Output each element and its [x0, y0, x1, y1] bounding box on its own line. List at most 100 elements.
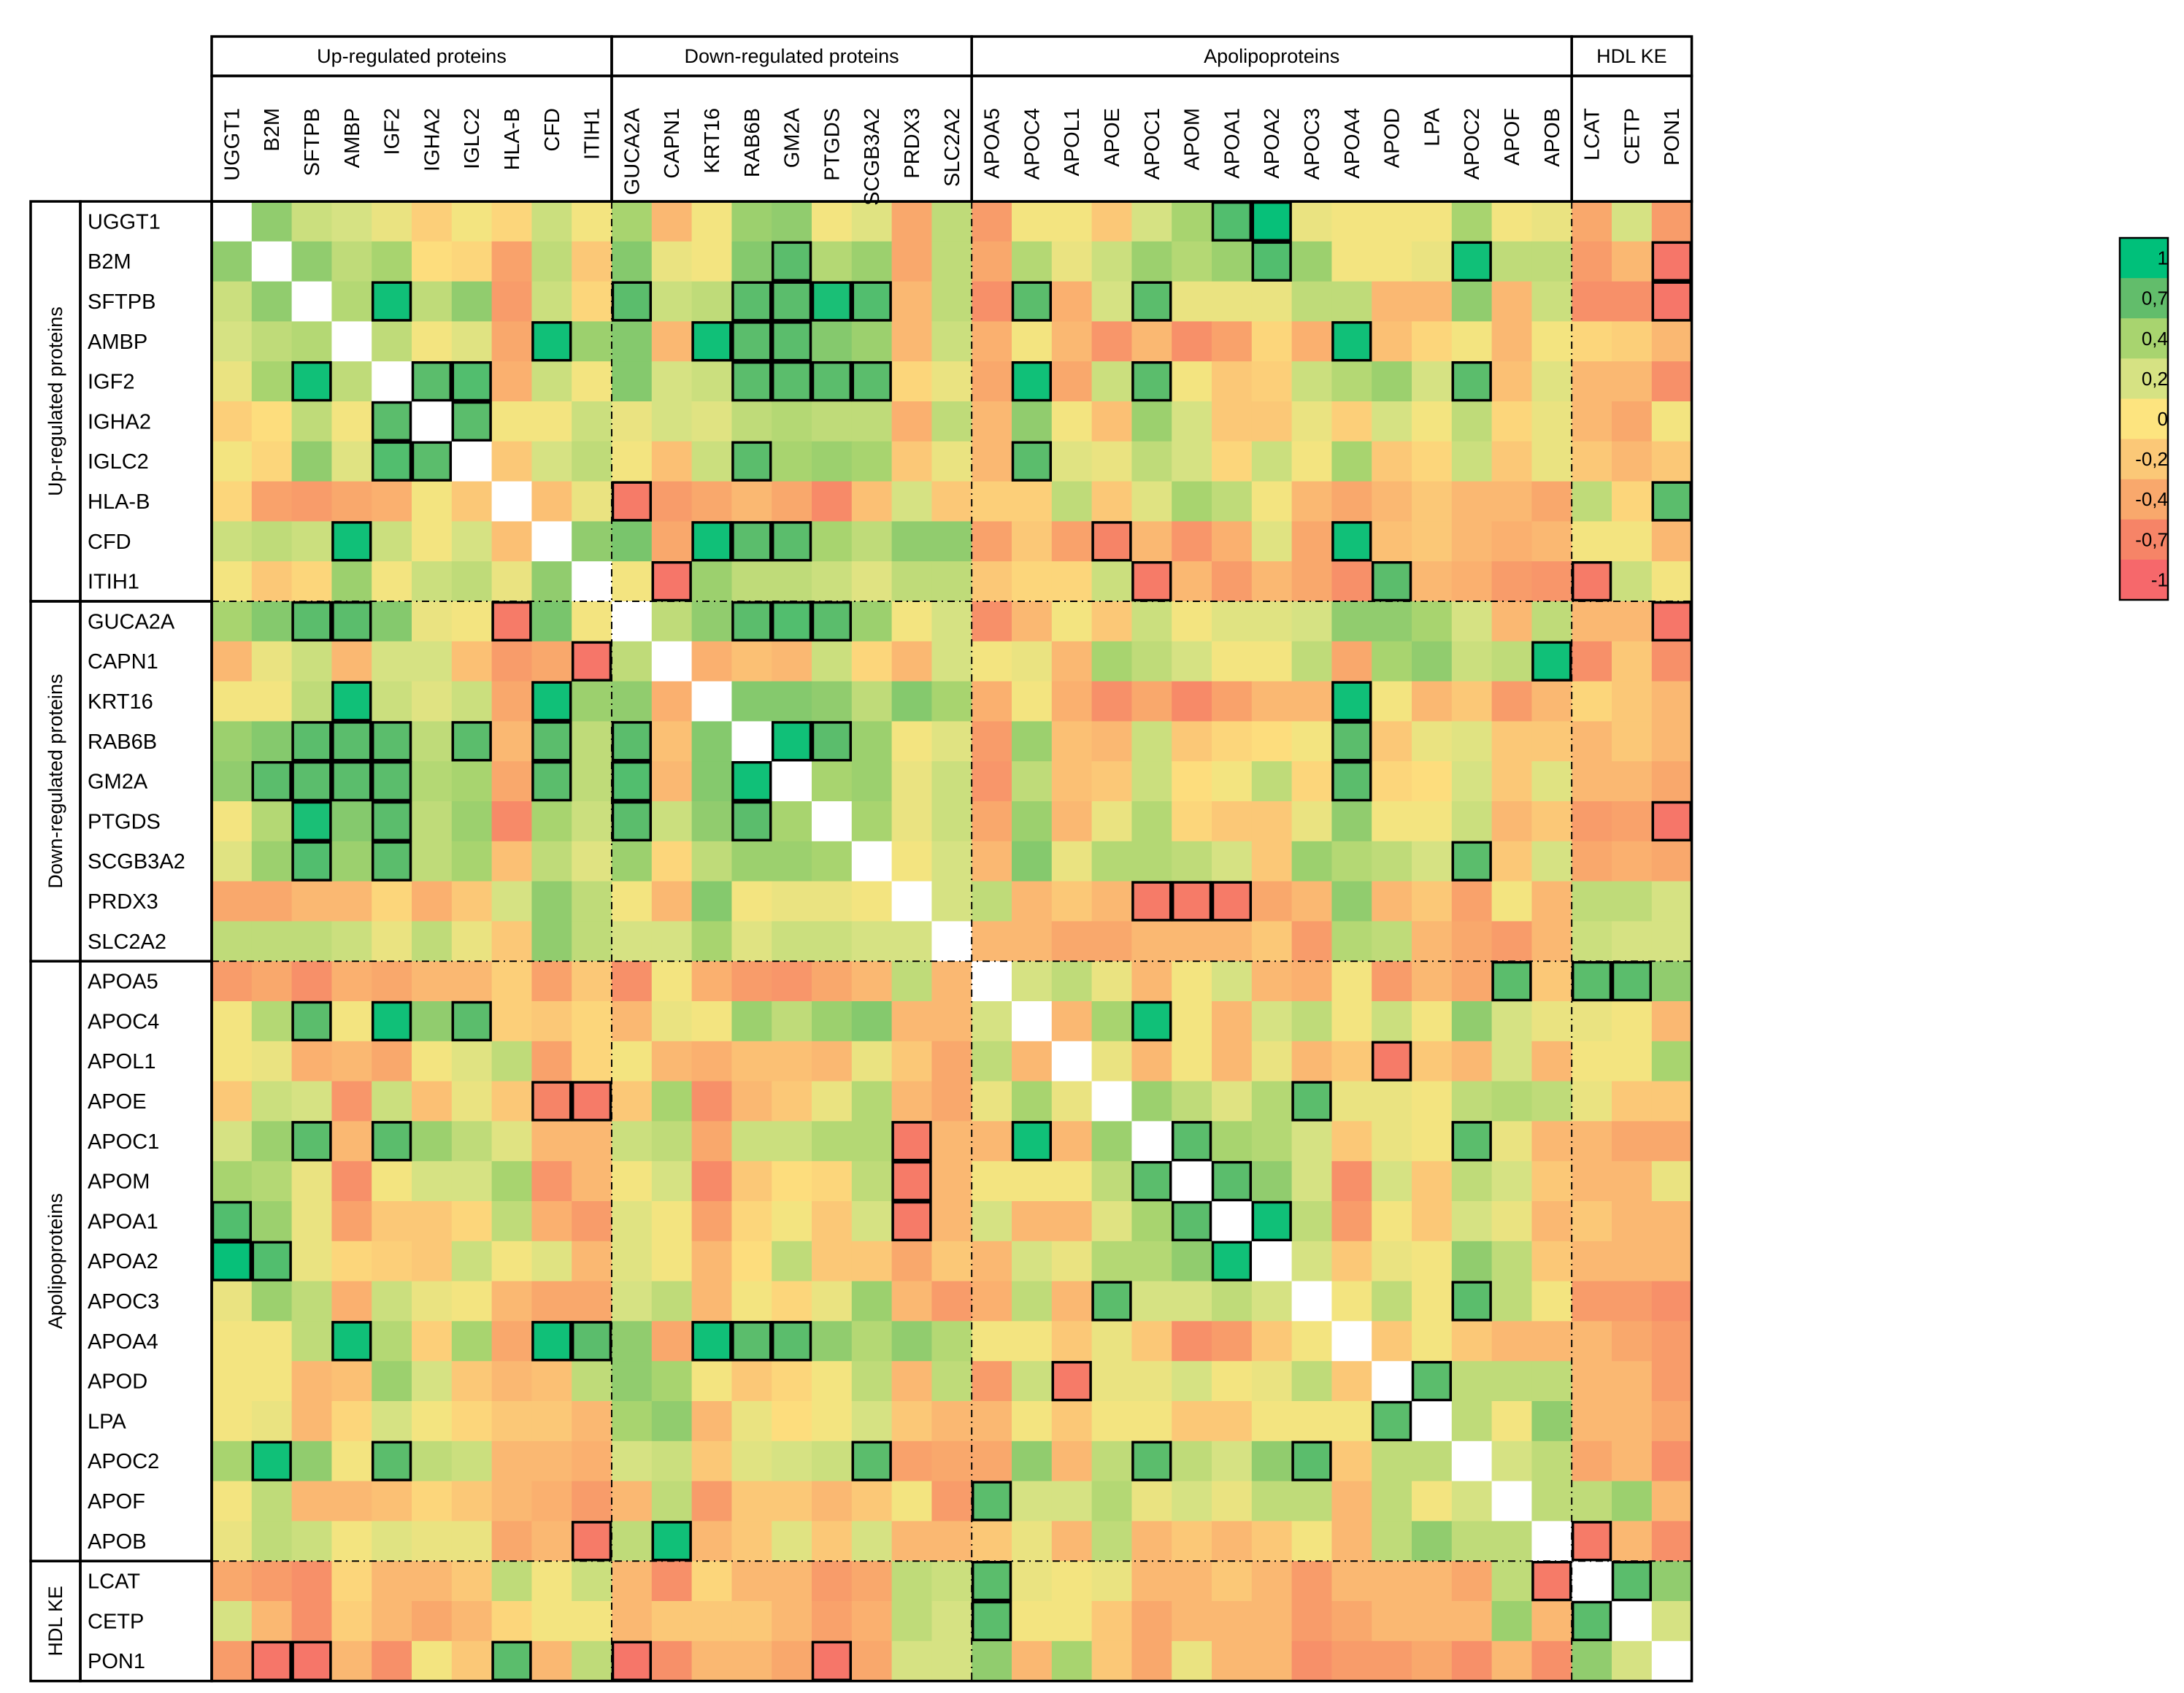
heatmap-cell-CAPN1-IGLC2: [451, 641, 493, 682]
heatmap-cell-APOF-APOE: [1091, 1481, 1132, 1522]
row-label-SFTPB: SFTPB: [88, 290, 155, 314]
heatmap-cell-GM2A-B2M: [251, 761, 293, 802]
heatmap-cell-KRT16-APOC3: [1291, 681, 1332, 722]
heatmap-cell-LCAT-GM2A: [772, 1561, 812, 1602]
legend-swatch: [2120, 398, 2168, 440]
heatmap-cell-LPA-ITIH1: [572, 1401, 612, 1442]
heatmap-cell-GM2A-CAPN1: [651, 761, 693, 802]
heatmap-cell-LPA-APOC2: [1451, 1401, 1493, 1442]
significant-outline-ITIH1-APOD: [1371, 560, 1412, 602]
heatmap-cell-SCGB3A2-APOC4: [1012, 841, 1053, 882]
heatmap-cell-PON1-PON1: [1651, 1640, 1693, 1682]
heatmap-cell-HLA-B-CAPN1: [651, 481, 693, 522]
heatmap-cell-PRDX3-UGGT1: [212, 881, 253, 922]
significant-outline-GUCA2A-RAB6B: [731, 601, 772, 642]
heatmap-cell-SLC2A2-SLC2A2: [931, 921, 972, 962]
heatmap-cell-APOA5-SCGB3A2: [851, 961, 893, 1002]
heatmap-cell-PTGDS-APOC4: [1012, 801, 1053, 842]
heatmap-cell-APOA4-GM2A: [772, 1321, 812, 1362]
heatmap-cell-PRDX3-SLC2A2: [931, 881, 972, 922]
heatmap-cell-APOD-APOA1: [1212, 1361, 1253, 1402]
heatmap-cell-APOE-APOL1: [1051, 1081, 1093, 1122]
significant-outline-GM2A-SFTPB: [291, 760, 332, 802]
heatmap-cell-APOC1-RAB6B: [731, 1121, 772, 1162]
heatmap-cell-APOC4-B2M: [251, 1001, 293, 1042]
heatmap-cell-PRDX3-GM2A: [772, 881, 812, 922]
heatmap-cell-CFD-KRT16: [691, 521, 732, 562]
heatmap-cell-GUCA2A-HLA-B: [491, 601, 532, 642]
heatmap-cell-APOF-GM2A: [772, 1481, 812, 1522]
heatmap-cell-APOA1-B2M: [251, 1201, 293, 1242]
heatmap-cell-APOA5-CFD: [531, 961, 572, 1002]
heatmap-cell-GM2A-APOF: [1491, 761, 1532, 802]
heatmap-cell-IGLC2-APOA4: [1331, 441, 1372, 482]
heatmap-cell-APOA1-APOA4: [1331, 1201, 1372, 1242]
heatmap-cell-APOA4-APOC1: [1131, 1321, 1172, 1362]
heatmap-cell-CAPN1-IGF2: [372, 641, 412, 682]
legend-swatch: [2120, 479, 2168, 520]
heatmap-cell-B2M-PRDX3: [891, 241, 932, 282]
heatmap-cell-CETP-B2M: [251, 1601, 293, 1642]
legend-swatch: [2120, 439, 2168, 480]
heatmap-cell-KRT16-APOC2: [1451, 681, 1493, 722]
heatmap-cell-SCGB3A2-APOE: [1091, 841, 1132, 882]
heatmap-cell-LPA-APOB: [1531, 1401, 1572, 1442]
heatmap-cell-LPA-B2M: [251, 1401, 293, 1442]
heatmap-cell-IGF2-CETP: [1612, 361, 1653, 402]
heatmap-cell-APOA2-IGLC2: [451, 1241, 493, 1282]
heatmap-cell-B2M-LPA: [1412, 241, 1453, 282]
heatmap-cell-AMBP-APOL1: [1051, 321, 1093, 362]
row-label-GUCA2A: GUCA2A: [88, 610, 175, 633]
heatmap-cell-HLA-B-APOA5: [972, 481, 1012, 522]
heatmap-cell-APOA2-AMBP: [331, 1241, 372, 1282]
heatmap-cell-AMBP-LPA: [1412, 321, 1453, 362]
heatmap-cell-APOC2-APOM: [1172, 1441, 1212, 1482]
significant-outline-B2M-APOC2: [1451, 241, 1492, 282]
heatmap-cell-APOD-KRT16: [691, 1361, 732, 1402]
heatmap-cell-IGHA2-APOA5: [972, 401, 1012, 442]
heatmap-cell-AMBP-APOF: [1491, 321, 1532, 362]
heatmap-cell-UGGT1-AMBP: [331, 201, 372, 242]
heatmap-cell-APOA5-PRDX3: [891, 961, 932, 1002]
heatmap-cell-APOC3-APOA1: [1212, 1281, 1253, 1322]
heatmap-cell-IGHA2-IGF2: [372, 401, 412, 442]
significant-outline-GM2A-IGF2: [371, 760, 412, 802]
heatmap-cell-SFTPB-GUCA2A: [612, 281, 653, 322]
heatmap-cell-APOE-KRT16: [691, 1081, 732, 1122]
heatmap-cell-HLA-B-B2M: [251, 481, 293, 522]
heatmap-cell-B2M-KRT16: [691, 241, 732, 282]
heatmap-cell-APOL1-GM2A: [772, 1041, 812, 1082]
heatmap-cell-LCAT-APOA5: [972, 1561, 1012, 1602]
heatmap-cell-LPA-APOC3: [1291, 1401, 1332, 1442]
heatmap-cell-APOA1-GM2A: [772, 1201, 812, 1242]
heatmap-cell-APOA2-APOC4: [1012, 1241, 1053, 1282]
heatmap-cell-PRDX3-SFTPB: [291, 881, 332, 922]
heatmap-cell-PON1-HLA-B: [491, 1640, 532, 1682]
significant-outline-APOC2-B2M: [251, 1441, 292, 1481]
heatmap-cell-PTGDS-APOB: [1531, 801, 1572, 842]
heatmap-cell-AMBP-IGLC2: [451, 321, 493, 362]
heatmap-cell-KRT16-SLC2A2: [931, 681, 972, 722]
heatmap-cell-APOC3-SLC2A2: [931, 1281, 972, 1322]
heatmap-cell-IGLC2-UGGT1: [212, 441, 253, 482]
heatmap-cell-AMBP-APOC1: [1131, 321, 1172, 362]
heatmap-cell-APOA5-IGF2: [372, 961, 412, 1002]
significant-outline-APOC1-IGF2: [371, 1121, 412, 1162]
heatmap-cell-IGF2-RAB6B: [731, 361, 772, 402]
heatmap-cell-IGHA2-APOB: [1531, 401, 1572, 442]
heatmap-cell-APOC4-SFTPB: [291, 1001, 332, 1042]
heatmap-cell-PRDX3-APOC3: [1291, 881, 1332, 922]
column-label-CETP: CETP: [1620, 108, 1644, 164]
heatmap-cell-IGLC2-IGHA2: [412, 441, 453, 482]
heatmap-cell-GM2A-LPA: [1412, 761, 1453, 802]
heatmap-cell-SFTPB-UGGT1: [212, 281, 253, 322]
heatmap-cell-CETP-APOC4: [1012, 1601, 1053, 1642]
significant-outline-CAPN1-ITIH1: [571, 641, 612, 682]
heatmap-cell-CETP-APOD: [1372, 1601, 1412, 1642]
heatmap-cell-RAB6B-SCGB3A2: [851, 721, 893, 762]
heatmap-cell-SFTPB-CAPN1: [651, 281, 693, 322]
heatmap-cell-PRDX3-CETP: [1612, 881, 1653, 922]
heatmap-cell-LCAT-IGLC2: [451, 1561, 493, 1602]
heatmap-cell-IGLC2-SCGB3A2: [851, 441, 893, 482]
heatmap-cell-APOL1-IGHA2: [412, 1041, 453, 1082]
